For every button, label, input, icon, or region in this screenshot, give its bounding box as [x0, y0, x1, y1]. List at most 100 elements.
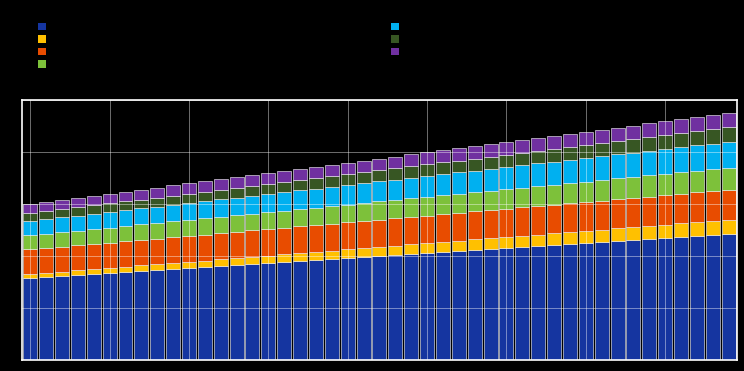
Bar: [516, 247, 529, 360]
Bar: [404, 178, 418, 198]
Bar: [55, 247, 69, 272]
Bar: [706, 235, 719, 360]
Bar: [293, 261, 307, 360]
Bar: [198, 218, 212, 234]
Bar: [436, 195, 450, 214]
Bar: [246, 175, 260, 186]
Bar: [468, 171, 481, 192]
Bar: [309, 225, 323, 252]
Bar: [674, 133, 688, 147]
Bar: [420, 176, 434, 197]
Bar: [135, 200, 148, 209]
Bar: [594, 156, 609, 180]
Bar: [214, 266, 228, 360]
Bar: [420, 152, 434, 164]
Bar: [658, 174, 672, 195]
Bar: [278, 171, 291, 182]
Bar: [214, 217, 228, 233]
Bar: [436, 252, 450, 360]
Bar: [261, 173, 275, 184]
Bar: [182, 194, 196, 203]
Bar: [246, 264, 260, 360]
Bar: [563, 134, 577, 147]
Bar: [706, 144, 719, 169]
Bar: [103, 227, 117, 243]
Bar: [468, 146, 481, 159]
Bar: [626, 227, 641, 240]
Bar: [690, 131, 704, 145]
Bar: [404, 198, 418, 217]
Bar: [547, 149, 561, 161]
Bar: [230, 232, 243, 258]
Bar: [135, 271, 148, 360]
Bar: [388, 218, 403, 246]
Bar: [722, 142, 736, 168]
Bar: [674, 147, 688, 172]
Bar: [356, 172, 371, 183]
Bar: [166, 237, 180, 263]
Bar: [182, 268, 196, 360]
Bar: [278, 182, 291, 192]
Bar: [293, 169, 307, 180]
Bar: [71, 198, 85, 207]
Bar: [373, 201, 386, 220]
Bar: [55, 217, 69, 232]
Bar: [103, 273, 117, 360]
Bar: [278, 228, 291, 255]
Bar: [436, 162, 450, 174]
Bar: [611, 154, 624, 178]
Bar: [690, 117, 704, 131]
Bar: [642, 175, 656, 197]
Bar: [388, 200, 403, 218]
Bar: [531, 206, 545, 234]
Bar: [436, 150, 450, 162]
Bar: [594, 130, 609, 143]
Bar: [214, 199, 228, 217]
Bar: [484, 210, 498, 238]
Bar: [325, 224, 339, 251]
Bar: [468, 159, 481, 171]
Bar: [642, 137, 656, 151]
Bar: [420, 197, 434, 216]
Bar: [516, 153, 529, 165]
Bar: [674, 194, 688, 223]
Bar: [516, 236, 529, 247]
Bar: [531, 151, 545, 163]
Bar: [309, 167, 323, 178]
Bar: [118, 242, 132, 267]
Bar: [642, 124, 656, 137]
Bar: [658, 135, 672, 149]
Bar: [309, 178, 323, 188]
Bar: [71, 246, 85, 270]
Bar: [373, 220, 386, 247]
Bar: [388, 157, 403, 168]
Bar: [722, 113, 736, 127]
Bar: [626, 125, 641, 139]
Bar: [611, 228, 624, 241]
Bar: [499, 142, 513, 155]
Bar: [230, 188, 243, 197]
Bar: [182, 203, 196, 220]
Bar: [71, 270, 85, 275]
Bar: [103, 212, 117, 227]
Bar: [404, 254, 418, 360]
Bar: [611, 241, 624, 360]
Bar: [388, 168, 403, 180]
Bar: [261, 263, 275, 360]
Bar: [325, 251, 339, 259]
Bar: [642, 151, 656, 175]
Bar: [103, 243, 117, 268]
Bar: [230, 258, 243, 265]
Bar: [420, 216, 434, 243]
Bar: [309, 208, 323, 225]
Bar: [658, 121, 672, 135]
Bar: [278, 211, 291, 228]
Bar: [325, 259, 339, 360]
Bar: [198, 234, 212, 260]
Bar: [150, 187, 164, 197]
Bar: [150, 207, 164, 223]
Bar: [23, 235, 37, 250]
Bar: [579, 158, 593, 181]
Legend: , , : , ,: [391, 22, 403, 57]
Bar: [150, 223, 164, 239]
